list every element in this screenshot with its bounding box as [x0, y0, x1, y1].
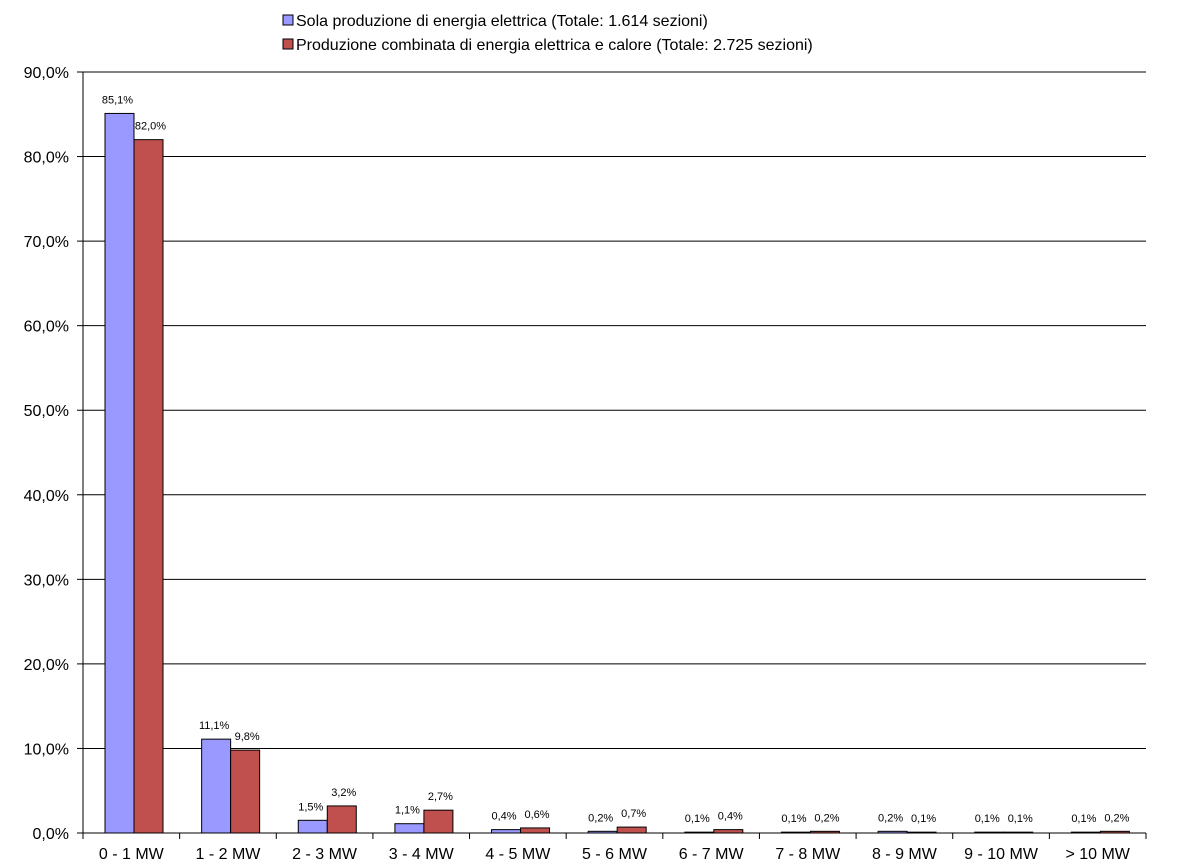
- data-label-series-1: 0,2%: [588, 812, 613, 824]
- legend-swatch-2: [282, 38, 294, 50]
- bar-series-1: [491, 829, 522, 834]
- bar-series-2: [423, 809, 454, 834]
- data-label-series-1: 0,1%: [1071, 813, 1096, 825]
- y-tick-label: 20,0%: [24, 657, 69, 674]
- data-label-series-2: 2,7%: [428, 791, 453, 803]
- bar-series-2: [230, 749, 261, 834]
- x-tick-label: 2 - 3 MW: [292, 846, 358, 863]
- data-label-series-2: 3,2%: [331, 787, 356, 799]
- bar-series-2: [713, 829, 744, 834]
- data-label-series-2: 0,2%: [1104, 812, 1129, 824]
- y-tick-label: 80,0%: [24, 150, 69, 167]
- y-tick-label: 50,0%: [24, 403, 69, 420]
- data-label-series-2: 0,4%: [718, 811, 743, 823]
- y-tick-label: 70,0%: [24, 234, 69, 251]
- bar-series-2: [616, 826, 647, 834]
- bar-series-2: [326, 805, 357, 834]
- y-tick-label: 40,0%: [24, 488, 69, 505]
- data-label-series-2: 0,2%: [814, 812, 839, 824]
- data-label-series-2: 82,0%: [135, 121, 166, 133]
- data-label-series-1: 0,1%: [685, 813, 710, 825]
- x-tick-label: 6 - 7 MW: [679, 846, 745, 863]
- data-label-series-1: 0,2%: [878, 812, 903, 824]
- data-label-series-2: 9,8%: [235, 731, 260, 743]
- y-tick-labels: 0,0% 10,0% 20,0% 30,0% 40,0% 50,0% 60,0% 70,0% 8…: [24, 65, 69, 843]
- bar-series-2: [520, 827, 551, 834]
- data-label-series-1: 1,1%: [395, 805, 420, 817]
- x-tick-label: > 10 MW: [1065, 846, 1130, 863]
- data-label-series-1: 85,1%: [102, 94, 133, 106]
- legend-label-1: Sola produzione di energia elettrica (To…: [296, 13, 708, 30]
- y-tick-label: 0,0%: [33, 826, 69, 843]
- bar-series-2: [133, 139, 164, 834]
- data-labels: 85,1% 11,1% 1,5% 1,1% 0,4% 0,2% 0,1% 0,1% 0,2% 0,…: [102, 94, 1130, 825]
- legend-swatch-1: [282, 14, 294, 26]
- data-label-series-2: 0,7%: [621, 808, 646, 820]
- x-tick-label: 5 - 6 MW: [582, 846, 648, 863]
- x-tick-label: 8 - 9 MW: [872, 846, 938, 863]
- x-tick-label: 9 - 10 MW: [964, 846, 1039, 863]
- bar-series-1: [201, 738, 232, 834]
- bar-series-1: [394, 823, 425, 834]
- axes: [77, 71, 1147, 839]
- bar-series-1: [297, 819, 328, 834]
- legend-label-2: Produzione combinata di energia elettric…: [296, 37, 813, 54]
- data-label-series-2: 0,6%: [525, 809, 550, 821]
- y-tick-label: 10,0%: [24, 741, 69, 758]
- x-tick-label: 0 - 1 MW: [99, 846, 165, 863]
- y-tick-label: 30,0%: [24, 572, 69, 589]
- data-label-series-2: 0,1%: [911, 813, 936, 825]
- x-tick-label: 4 - 5 MW: [485, 846, 551, 863]
- y-tick-label: 60,0%: [24, 319, 69, 336]
- y-tick-label: 90,0%: [24, 65, 69, 82]
- data-label-series-2: 0,1%: [1008, 813, 1033, 825]
- x-tick-label: 1 - 2 MW: [196, 846, 262, 863]
- bar-series-1: [104, 112, 135, 834]
- x-tick-label: 3 - 4 MW: [389, 846, 455, 863]
- data-label-series-1: 1,5%: [298, 801, 323, 813]
- gridlines: [83, 71, 1146, 749]
- bars: [104, 112, 1130, 834]
- data-label-series-1: 0,1%: [781, 813, 806, 825]
- x-tick-labels: 0 - 1 MW 1 - 2 MW 2 - 3 MW 3 - 4 MW 4 - 5 MW…: [99, 846, 1131, 863]
- data-label-series-1: 0,4%: [492, 811, 517, 823]
- legend: Sola produzione di energia elettrica (To…: [282, 13, 813, 54]
- data-label-series-1: 11,1%: [199, 720, 230, 732]
- data-label-series-1: 0,1%: [975, 813, 1000, 825]
- x-tick-label: 7 - 8 MW: [775, 846, 841, 863]
